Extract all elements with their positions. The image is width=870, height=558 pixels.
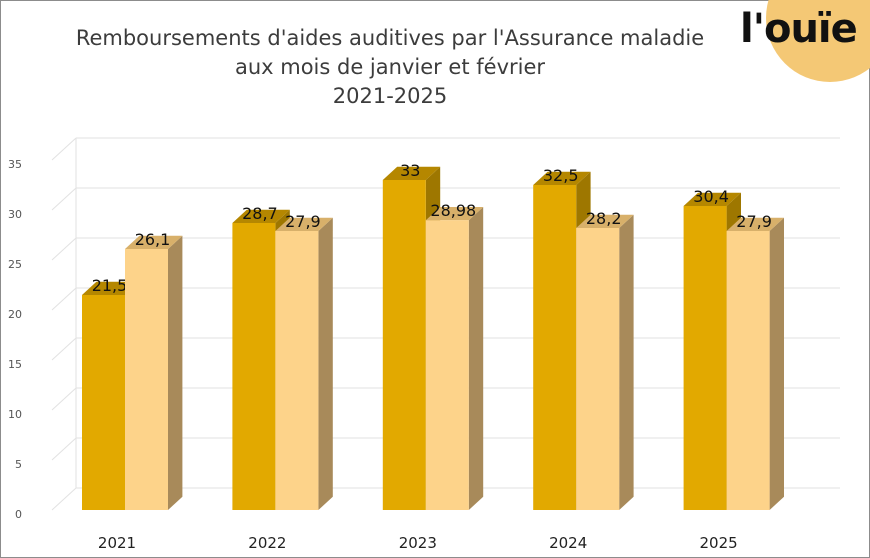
- bar: [275, 231, 319, 510]
- y-tick-label: 20: [8, 308, 22, 321]
- bar: [683, 206, 727, 510]
- gridline-depth: [51, 237, 77, 261]
- bar: [726, 231, 770, 510]
- chart-title-line-3: 2021-2025: [332, 84, 448, 108]
- x-tick-label: 2021: [98, 534, 136, 552]
- bar-top: [576, 214, 634, 228]
- bar-top: [425, 207, 484, 221]
- bar-side: [769, 217, 784, 511]
- bar: [576, 228, 620, 510]
- bar: [382, 180, 426, 510]
- y-tick-label: 25: [8, 258, 22, 271]
- logo-badge-shape: [766, 0, 870, 82]
- data-label: 28,2: [586, 209, 622, 228]
- bar-top: [275, 217, 333, 231]
- bar: [425, 220, 469, 510]
- y-tick-label: 15: [8, 358, 22, 371]
- gridline-depth: [51, 287, 77, 311]
- x-tick-label: 2025: [700, 534, 738, 552]
- bar-top: [232, 209, 290, 223]
- bar-side: [168, 235, 183, 511]
- chart-title-line-2: aux mois de janvier et février: [234, 55, 546, 79]
- bar: [125, 249, 168, 510]
- bar: [82, 295, 125, 510]
- bar-top: [683, 192, 741, 206]
- gridline-depth: [51, 387, 77, 411]
- chart-title: Remboursements d'aides auditives par l'A…: [40, 24, 740, 111]
- logo: [734, 0, 870, 84]
- bar-side: [619, 214, 634, 511]
- data-label: 33: [400, 161, 420, 180]
- data-label: 21,5: [92, 276, 128, 295]
- bar: [533, 185, 577, 510]
- gridline-depth: [51, 487, 77, 511]
- x-tick-label: 2024: [549, 534, 587, 552]
- data-label: 28,98: [430, 201, 476, 220]
- x-tick-label: 2023: [399, 534, 437, 552]
- x-tick-label: 2022: [248, 534, 286, 552]
- gridline-depth: [51, 437, 77, 461]
- y-tick-label: 0: [15, 508, 22, 521]
- data-label: 26,1: [135, 230, 171, 249]
- y-tick-label: 30: [8, 208, 22, 221]
- y-tick-label: 10: [8, 408, 22, 421]
- bar-top: [125, 235, 183, 249]
- logo-text: l'ouïe: [740, 6, 858, 52]
- bar-top: [726, 217, 784, 231]
- y-tick-label: 5: [15, 458, 22, 471]
- gridline-depth: [51, 137, 77, 161]
- bar-top: [382, 166, 441, 180]
- data-label: 32,5: [543, 166, 579, 185]
- gridline-depth: [51, 187, 77, 211]
- data-label: 27,9: [736, 212, 772, 231]
- bar-top: [533, 171, 591, 185]
- bar: [232, 223, 276, 510]
- bar-side: [468, 207, 484, 510]
- gridline-depth: [51, 337, 77, 361]
- data-label: 28,7: [242, 204, 278, 223]
- data-label: 30,4: [693, 187, 729, 206]
- bar-side: [318, 217, 333, 511]
- data-label: 27,9: [285, 212, 321, 231]
- chart-title-line-1: Remboursements d'aides auditives par l'A…: [75, 26, 705, 50]
- y-tick-label: 35: [8, 158, 22, 171]
